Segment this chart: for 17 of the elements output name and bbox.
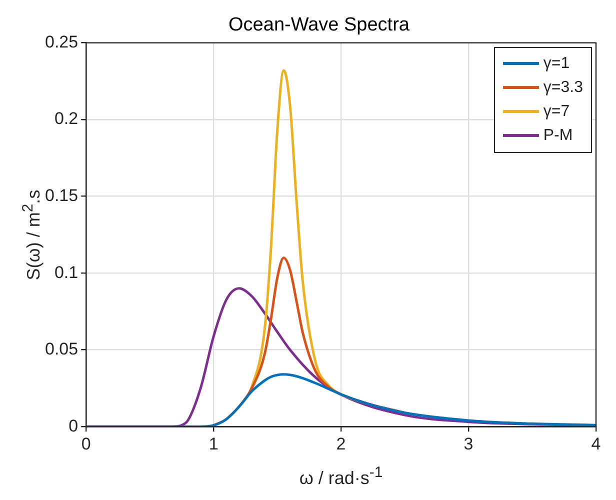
y-tick-label: 0.25	[44, 32, 78, 52]
x-tick-label: 1	[208, 434, 218, 454]
chart-title: Ocean-Wave Spectra	[228, 14, 410, 36]
x-tick-label: 0	[81, 434, 91, 454]
y-tick-label: 0.2	[54, 109, 78, 128]
legend-label: P-M	[543, 126, 573, 145]
y-tick-label: 0.15	[44, 186, 78, 206]
x-axis-title: ω / rad·s$^{-1}$	[298, 464, 384, 489]
x-tick-label: 4	[591, 434, 601, 454]
x-tick-label: 2	[336, 434, 346, 454]
legend-label: γ=1	[543, 54, 570, 73]
legend-label: γ=3.3	[543, 78, 583, 97]
y-tick-label: 0	[68, 416, 78, 436]
y-tick-label: 0.1	[54, 262, 78, 282]
y-tick-label: 0.05	[44, 340, 78, 359]
legend-label: γ=7	[543, 102, 570, 121]
x-tick-label: 3	[464, 434, 474, 454]
